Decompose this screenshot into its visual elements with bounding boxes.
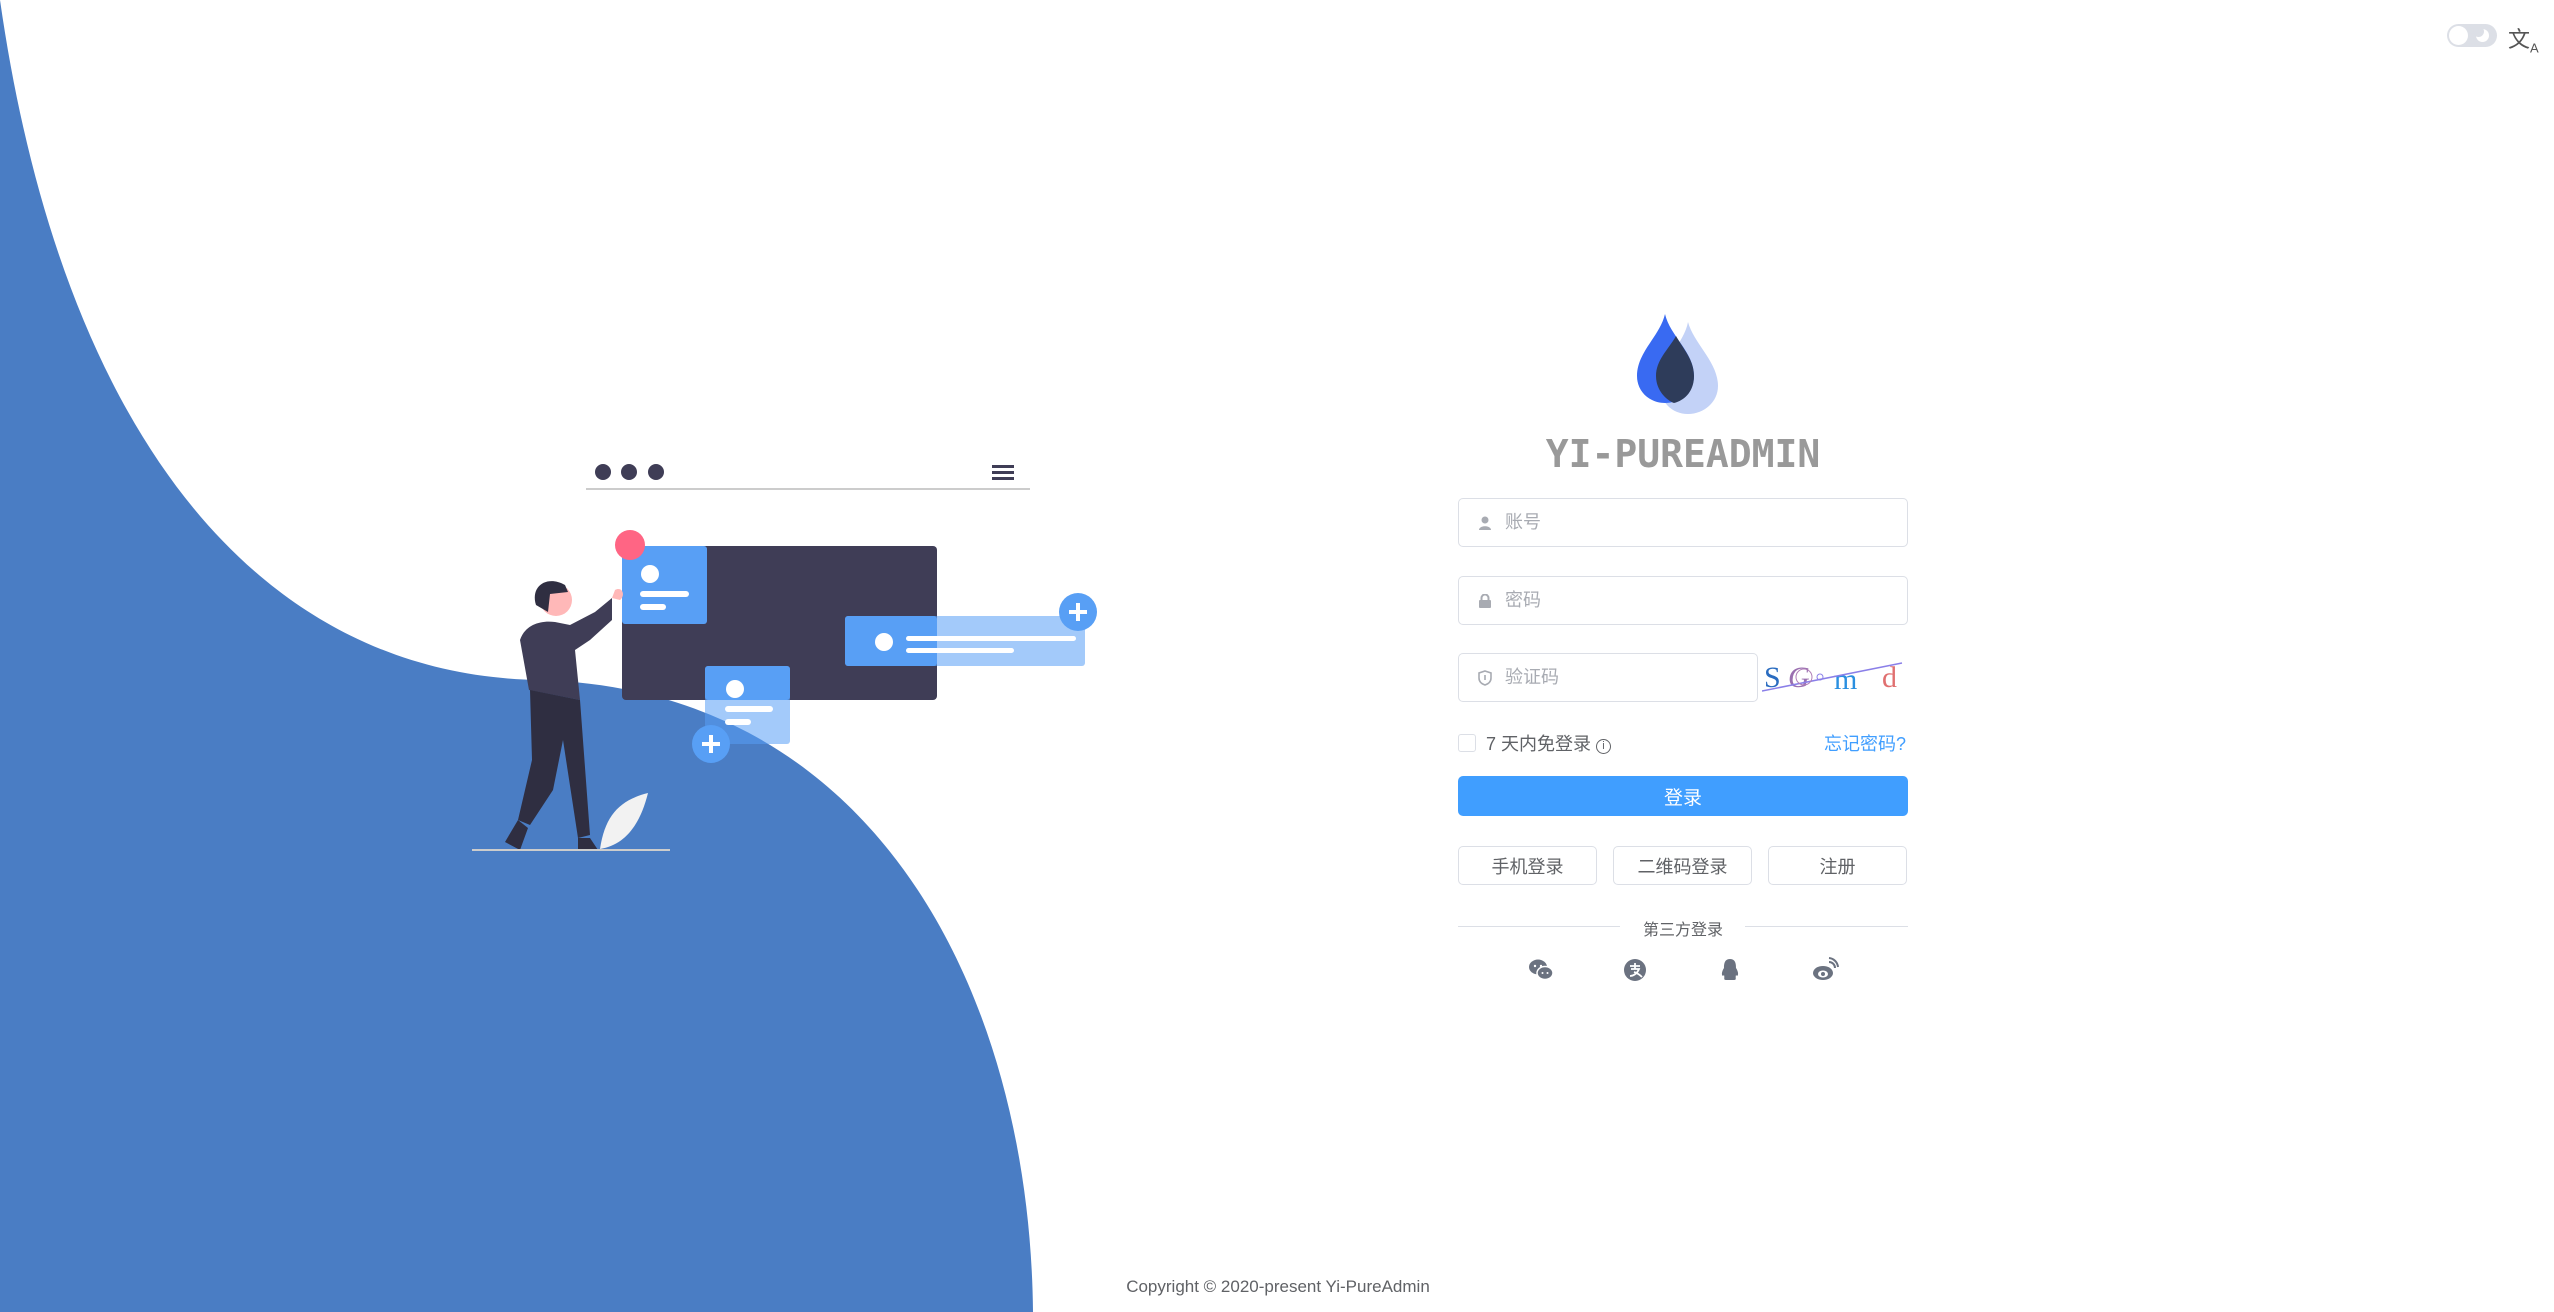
captcha-char: d [1882,661,1897,694]
register-button[interactable]: 注册 [1768,846,1907,885]
qq-icon[interactable] [1716,956,1744,984]
third-party-label: 第三方登录 [1642,922,1723,939]
card-2 [845,593,1097,666]
password-input[interactable] [1505,590,1907,611]
username-input[interactable] [1505,512,1907,533]
login-button[interactable]: 登录 [1458,776,1908,816]
password-field[interactable] [1458,576,1908,625]
wechat-icon[interactable] [1527,956,1555,984]
card-1 [615,530,707,624]
toggle-knob [2449,26,2468,45]
phone-login-button[interactable]: 手机登录 [1458,846,1597,885]
leaf [600,793,648,849]
drop-logo [1637,314,1718,414]
weibo-icon[interactable] [1811,956,1839,984]
divider [1745,926,1908,927]
translate-icon[interactable]: 文A [2508,27,2539,56]
copyright-footer: Copyright © 2020-present Yi-PureAdmin [1126,1277,1430,1296]
user-icon [1477,515,1493,531]
captcha-char: m [1834,663,1857,696]
captcha-char: G [1788,661,1810,694]
username-field[interactable] [1458,498,1908,547]
divider [1458,926,1620,927]
captcha-image[interactable]: S G m d [1762,655,1907,700]
browser-bar [586,464,1030,490]
info-icon[interactable]: i [1596,739,1612,754]
wave-shape [0,0,1033,1312]
lock-icon [1477,593,1493,609]
remember-label[interactable]: 7 天内免登录 i [1486,730,1612,756]
captcha-input[interactable] [1505,667,1757,688]
captcha-field[interactable] [1458,653,1758,702]
alipay-icon[interactable] [1621,956,1649,984]
qrcode-login-button[interactable]: 二维码登录 [1613,846,1752,885]
ground-line [472,849,670,851]
shield-icon [1477,669,1493,686]
forgot-password-link[interactable]: 忘记密码? [1824,734,1907,754]
person-figure [505,581,623,850]
app-title: YI-PUREADMIN [1545,432,1821,476]
moon-icon [2473,26,2489,42]
dark-mode-toggle[interactable] [2447,24,2497,47]
remember-checkbox[interactable] [1458,734,1476,752]
captcha-char: S [1764,661,1781,694]
card-3 [692,666,790,763]
